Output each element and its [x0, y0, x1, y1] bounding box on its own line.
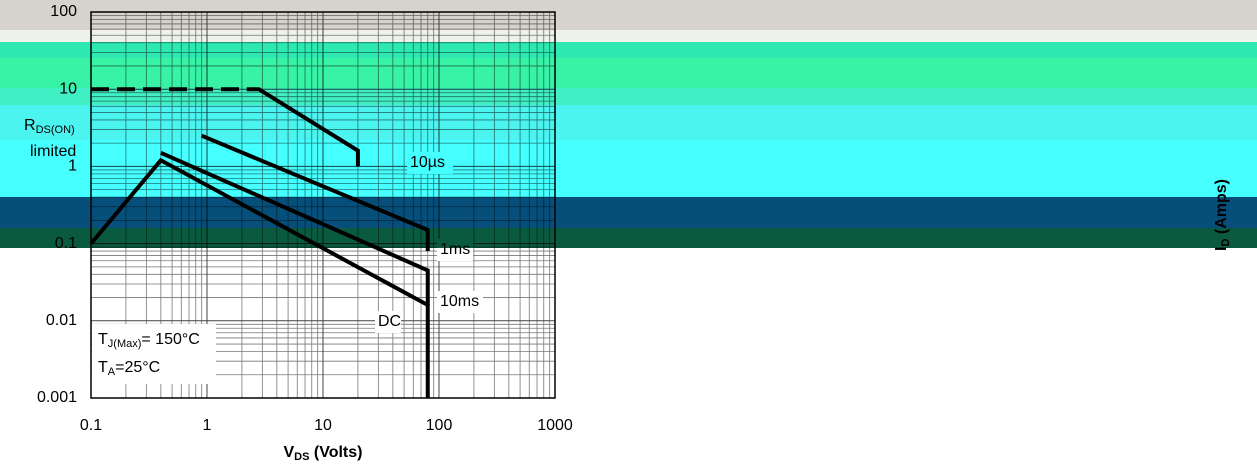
page: {"chart_data": {"type": "line", "x_label… [0, 0, 1257, 470]
y-tick-label: 0.01 [46, 312, 77, 329]
x-axis-label: VDS (Volts) [284, 444, 363, 463]
glitch-band [0, 140, 1257, 197]
text-part: T [98, 331, 108, 348]
chart: 0.111010010000.0010.010.1110100RDS(ON)li… [0, 0, 1257, 470]
subscript: DS [294, 451, 309, 463]
glitch-band [0, 42, 1257, 58]
x-tick-label: 10 [314, 417, 332, 434]
x-tick-label: 100 [426, 417, 453, 434]
glitch-band [0, 197, 1257, 228]
text-part: (Volts) [309, 444, 362, 461]
annotation: TA=25°C [98, 359, 160, 378]
text-part: T [98, 359, 108, 376]
text-part: = 150°C [141, 331, 199, 348]
glitch-band [0, 105, 1257, 140]
subscript: J(Max) [108, 338, 142, 350]
annotation: DC [378, 313, 401, 330]
text-part: =25°C [115, 359, 160, 376]
text-part: V [284, 444, 295, 461]
x-tick-label: 0.1 [80, 417, 102, 434]
annotation: 10ms [440, 293, 479, 310]
glitch-band [0, 0, 1257, 30]
glitch-band [0, 88, 1257, 105]
y-tick-label: 0.001 [37, 389, 77, 406]
glitch-band [0, 228, 1257, 248]
glitch-band [0, 58, 1257, 88]
glitch-band [0, 30, 1257, 42]
x-tick-label: 1000 [537, 417, 573, 434]
x-tick-label: 1 [203, 417, 212, 434]
